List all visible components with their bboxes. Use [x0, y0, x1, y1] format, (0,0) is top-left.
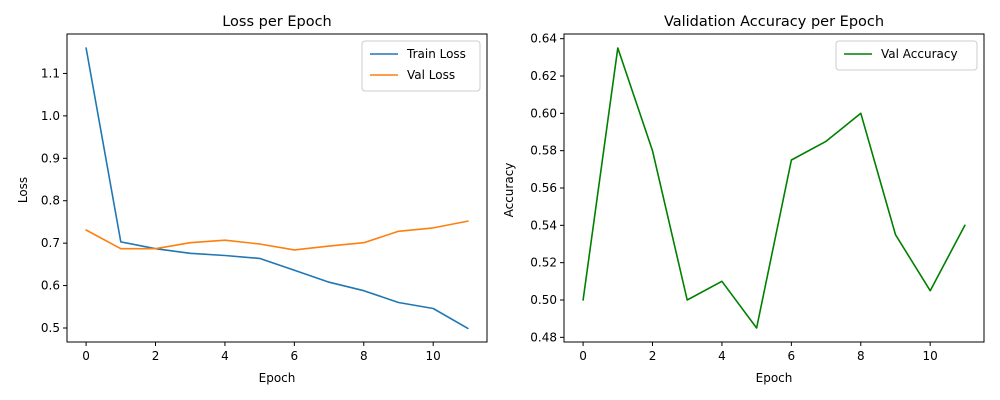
accuracy-y-tick-label-5: 0.58	[530, 144, 557, 158]
loss-y-tick-label-1: 0.6	[41, 279, 60, 293]
loss-x-tick-label-1: 2	[152, 349, 160, 363]
loss-legend-label-0: Train Loss	[406, 47, 466, 61]
loss-chart-title: Loss per Epoch	[222, 14, 332, 30]
accuracy-legend-label-0: Val Accuracy	[881, 47, 958, 61]
accuracy-chart-xlabel: Epoch	[756, 371, 793, 385]
accuracy-y-tick-label-6: 0.60	[530, 106, 557, 120]
accuracy-x-tick-label-0: 0	[579, 349, 587, 363]
accuracy-plot-frame	[563, 33, 985, 343]
accuracy-y-tick-label-4: 0.56	[530, 181, 557, 195]
accuracy-x-tick-label-1: 2	[649, 349, 657, 363]
accuracy-series-line-0	[582, 47, 966, 329]
accuracy-x-tick-label-3: 6	[788, 349, 796, 363]
loss-y-tick-label-4: 0.9	[41, 151, 60, 165]
accuracy-y-tick-label-0: 0.48	[530, 330, 557, 344]
accuracy-x-tick-label-5: 10	[923, 349, 938, 363]
accuracy-y-tick-label-1: 0.50	[530, 293, 557, 307]
accuracy-y-tick-label-3: 0.54	[530, 218, 557, 232]
accuracy-x-tick-label-2: 4	[718, 349, 726, 363]
accuracy-chart-ylabel: Accuracy	[502, 163, 516, 218]
loss-x-tick-label-5: 10	[426, 349, 441, 363]
loss-y-tick-label-6: 1.1	[41, 66, 60, 80]
loss-x-tick-label-0: 0	[82, 349, 90, 363]
loss-y-tick-label-2: 0.7	[41, 236, 60, 250]
loss-plot-frame	[66, 33, 488, 343]
loss-legend-label-1: Val Loss	[407, 68, 455, 82]
loss-chart-ylabel: Loss	[16, 177, 30, 203]
accuracy-x-tick-label-4: 8	[857, 349, 865, 363]
accuracy-y-tick-label-7: 0.62	[530, 69, 557, 83]
loss-chart-xlabel: Epoch	[259, 371, 296, 385]
accuracy-legend	[835, 40, 978, 71]
loss-series-line-1	[85, 220, 469, 251]
loss-x-tick-label-3: 6	[291, 349, 299, 363]
loss-y-tick-label-0: 0.5	[41, 321, 60, 335]
accuracy-chart-title: Validation Accuracy per Epoch	[664, 14, 884, 30]
loss-series-line-0	[85, 47, 469, 330]
loss-y-tick-label-3: 0.8	[41, 194, 60, 208]
accuracy-y-tick-label-2: 0.52	[530, 256, 557, 270]
accuracy-y-tick-label-8: 0.64	[530, 32, 557, 46]
loss-x-tick-label-2: 4	[221, 349, 229, 363]
accuracy-chart: Validation Accuracy per Epoch Epoch Accu…	[502, 14, 985, 385]
loss-y-tick-label-5: 1.0	[41, 109, 60, 123]
loss-x-tick-label-4: 8	[360, 349, 368, 363]
loss-chart: Loss per Epoch Epoch Loss 0 2 4 6 8 10 0.5 0.6 0…	[16, 14, 488, 385]
